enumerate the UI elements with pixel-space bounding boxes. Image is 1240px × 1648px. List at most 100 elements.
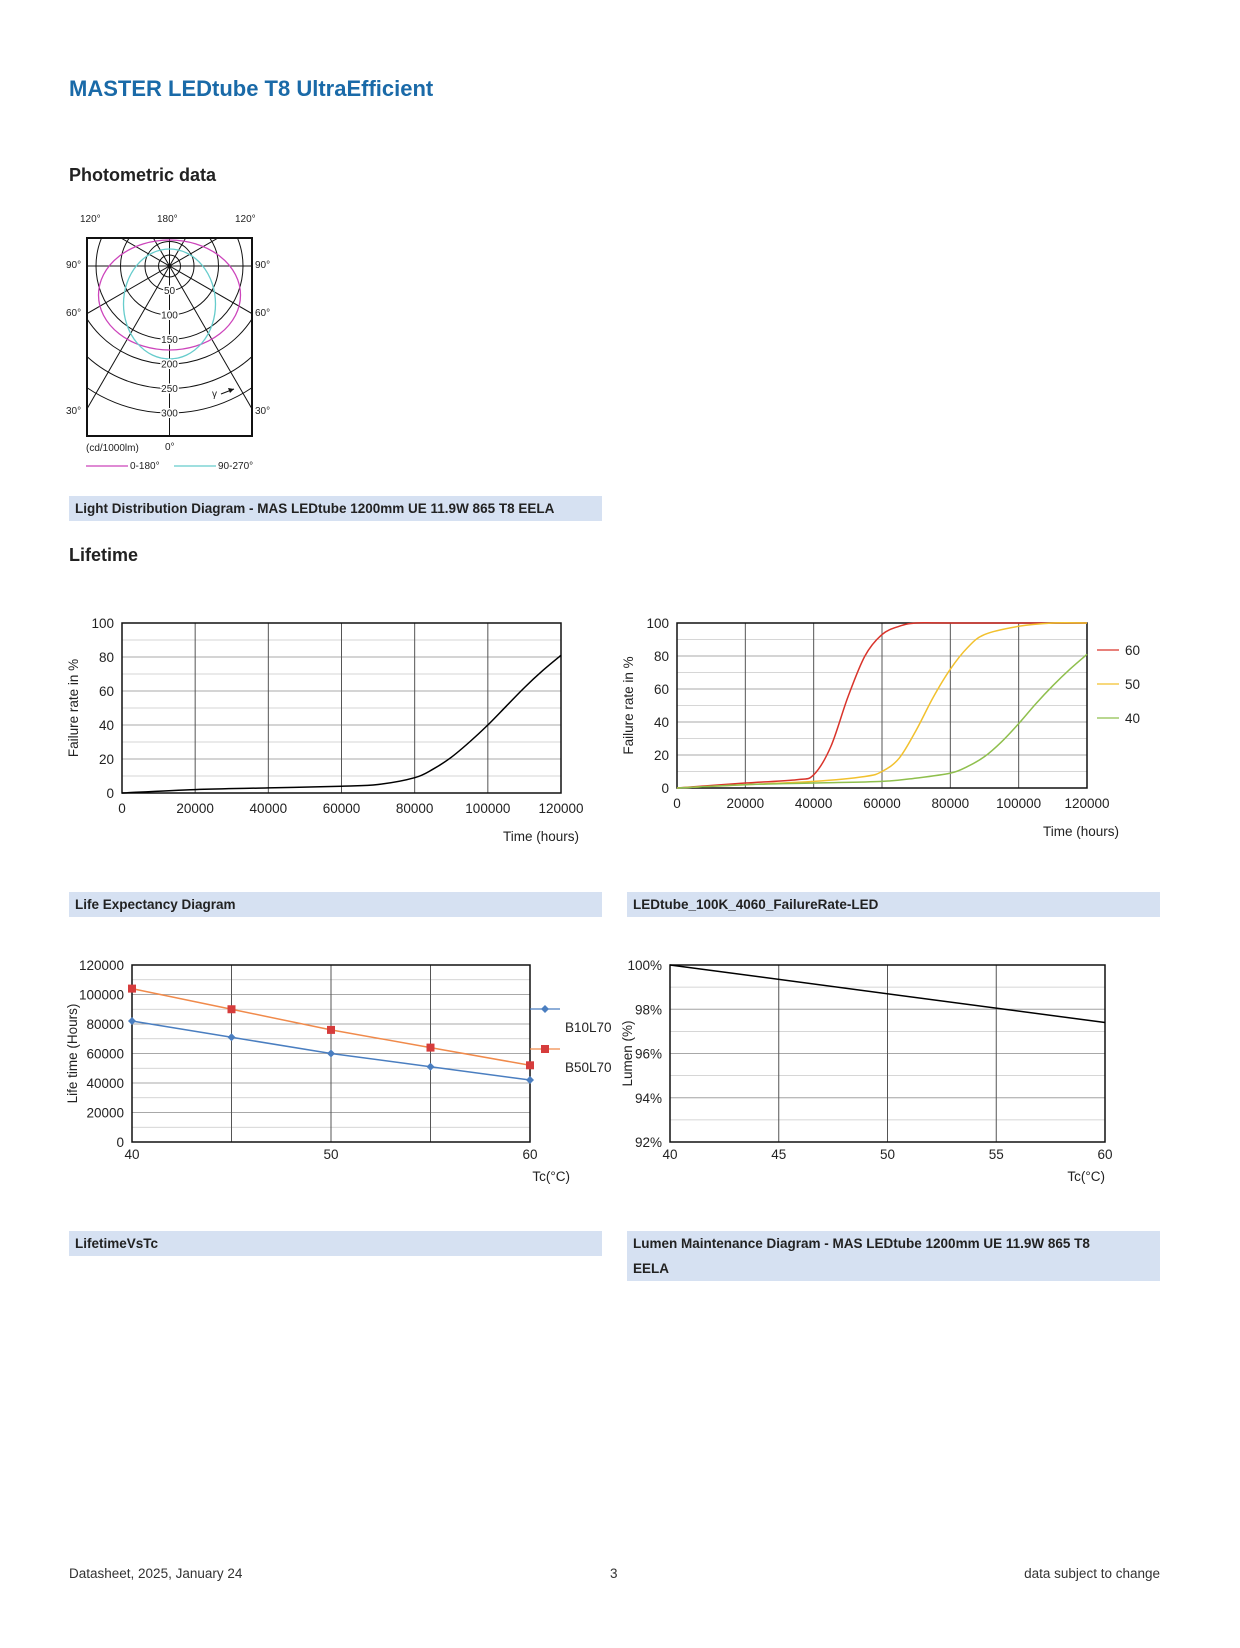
section-title-photometric: Photometric data — [69, 165, 217, 185]
y-tick-label: 100% — [627, 958, 662, 973]
legend-label-0-180: 0-180° — [130, 461, 160, 472]
data-point-square — [128, 984, 136, 993]
y-tick-label: 92% — [635, 1135, 662, 1150]
x-tick-label: 100000 — [465, 801, 510, 816]
y-tick-label: 40 — [99, 718, 114, 733]
y-tick-label: 60 — [99, 684, 114, 699]
x-tick-label: 100000 — [996, 796, 1041, 811]
polar-ring-label: 150 — [161, 335, 178, 346]
x-tick-label: 40 — [662, 1147, 677, 1162]
x-tick-label: 40000 — [250, 801, 288, 816]
footer-date: Datasheet, 2025, January 24 — [69, 1566, 243, 1581]
angle-label-top-left: 120° — [80, 214, 101, 225]
y-axis-title: Failure rate in % — [66, 659, 81, 757]
x-tick-label: 40000 — [795, 796, 833, 811]
caption-lumen-maintenance-line-1: Lumen Maintenance Diagram - MAS LEDtube … — [633, 1236, 1090, 1251]
x-tick-label: 50 — [880, 1147, 895, 1162]
failure-rate-chart: 0 20000 40000 60000 80000 100000 120000 0 20 40 60… — [621, 616, 1140, 839]
legend-label: 40 — [1125, 711, 1140, 726]
polar-grid — [87, 238, 252, 436]
x-tick-label: 45 — [771, 1147, 786, 1162]
angle-label-right-30: 30° — [255, 406, 270, 417]
legend-marker-diamond — [541, 1005, 549, 1013]
lumen-maintenance-chart: 40 45 50 55 60 92% 94% 96% 98% 100% Tc(°C) Lumen (%… — [620, 958, 1113, 1184]
legend-label-90-270: 90-270° — [218, 461, 253, 472]
x-tick-label: 20000 — [727, 796, 765, 811]
section-title-lifetime: Lifetime — [69, 545, 139, 565]
plot-frame — [676, 622, 1088, 789]
angle-label-left-90: 90° — [66, 260, 81, 271]
y-tick-label: 94% — [635, 1091, 662, 1106]
series-line-50 — [676, 622, 1088, 789]
x-axis-title: Time (hours) — [1043, 824, 1119, 839]
angle-label-top-right: 120° — [235, 214, 256, 225]
legend-label: 60 — [1125, 643, 1140, 658]
x-tick-label: 120000 — [538, 801, 583, 816]
data-point-square — [426, 1043, 435, 1052]
x-axis-title: Time (hours) — [503, 829, 579, 844]
y-tick-label: 20000 — [86, 1106, 124, 1121]
gamma-label: γ — [212, 389, 217, 400]
plot-frame — [121, 622, 562, 794]
y-tick-label: 40000 — [86, 1076, 124, 1091]
y-axis-title: Failure rate in % — [621, 656, 636, 754]
document-title: MASTER LEDtube T8 UltraEfficient — [69, 76, 434, 101]
x-tick-label: 40 — [124, 1147, 139, 1162]
legend-label: B10L70 — [565, 1020, 612, 1035]
y-tick-label: 0 — [661, 781, 669, 796]
y-axis-title: Life time (Hours) — [65, 1004, 80, 1104]
data-point-square — [526, 1061, 534, 1070]
y-tick-label: 20 — [654, 748, 669, 763]
y-tick-label: 100 — [91, 616, 114, 631]
y-tick-label: 120000 — [79, 958, 124, 973]
angle-label-left-30: 30° — [66, 406, 81, 417]
data-point-square — [227, 1005, 236, 1014]
angle-label-right-90: 90° — [255, 260, 270, 271]
x-tick-label: 120000 — [1064, 796, 1109, 811]
angle-label-right-60: 60° — [255, 308, 270, 319]
plot-frame — [131, 964, 531, 1143]
x-tick-label: 80000 — [396, 801, 434, 816]
polar-unit-label: (cd/1000lm) — [86, 443, 139, 454]
data-point-diamond — [327, 1049, 335, 1058]
polar-ring-label: 250 — [161, 384, 178, 395]
polar-ring-label: 50 — [164, 286, 176, 297]
footer-page-number: 3 — [610, 1566, 618, 1581]
plot-frame — [669, 964, 1106, 1143]
caption-light-distribution: Light Distribution Diagram - MAS LEDtube… — [69, 496, 602, 521]
data-point-square — [327, 1025, 335, 1034]
y-tick-label: 100 — [646, 616, 669, 631]
data-point-diamond — [426, 1062, 435, 1071]
y-tick-label: 80000 — [86, 1017, 124, 1032]
footer-disclaimer: data subject to change — [1024, 1566, 1160, 1581]
x-tick-label: 60000 — [863, 796, 901, 811]
legend-label: 50 — [1125, 677, 1140, 692]
y-tick-label: 80 — [654, 649, 669, 664]
gamma-arrow-head — [228, 388, 234, 393]
caption-life-expectancy: Life Expectancy Diagram — [69, 892, 602, 917]
legend-label: B50L70 — [565, 1060, 612, 1075]
x-tick-label: 60 — [1097, 1147, 1112, 1162]
polar-ring-label: 100 — [161, 311, 178, 322]
series-line-0 — [669, 964, 1106, 1024]
x-tick-label: 20000 — [176, 801, 214, 816]
caption-failure-rate: LEDtube_100K_4060_FailureRate-LED — [627, 892, 1160, 917]
data-point-diamond — [526, 1076, 534, 1085]
y-tick-label: 60000 — [86, 1047, 124, 1062]
life-expectancy-chart: 0 20000 40000 60000 80000 100000 120000 0 20 40 60… — [66, 616, 584, 844]
y-tick-label: 80 — [99, 650, 114, 665]
x-tick-label: 55 — [989, 1147, 1004, 1162]
x-tick-label: 0 — [118, 801, 126, 816]
polar-spoke — [87, 238, 219, 315]
x-axis-title: Tc(°C) — [1067, 1169, 1105, 1184]
series-line-0 — [121, 654, 562, 794]
polar-ring-label: 200 — [161, 360, 178, 371]
polar-ring-label: 300 — [161, 409, 178, 420]
caption-lumen-maintenance: Lumen Maintenance Diagram - MAS LEDtube … — [627, 1231, 1160, 1281]
angle-label-top-center: 180° — [157, 214, 178, 225]
y-tick-label: 98% — [635, 1002, 662, 1017]
y-tick-label: 60 — [654, 682, 669, 697]
series-line-40 — [676, 653, 1088, 789]
x-tick-label: 50 — [323, 1147, 338, 1162]
y-tick-label: 20 — [99, 752, 114, 767]
